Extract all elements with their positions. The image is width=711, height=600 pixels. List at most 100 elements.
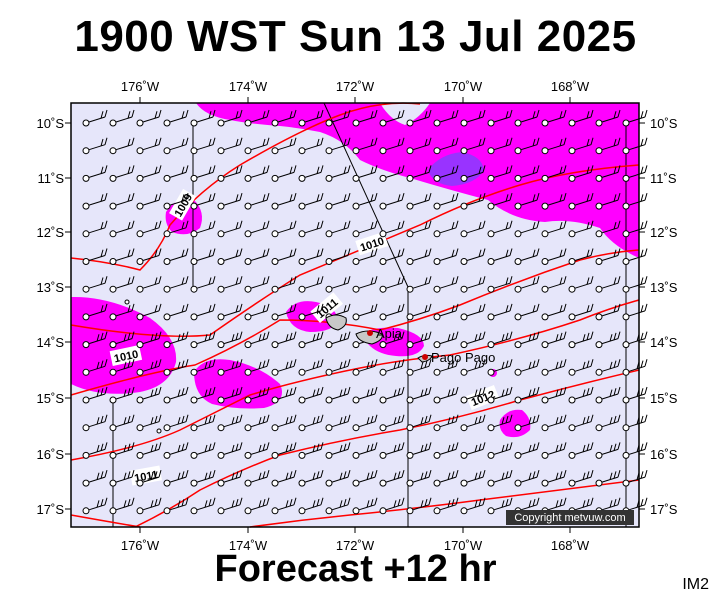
wind-barb: [190, 497, 216, 515]
wind-barb-shaft: [277, 276, 297, 289]
wind-barb-station: [217, 507, 225, 515]
wind-barb-station: [244, 313, 252, 321]
wind-barb-station: [109, 507, 117, 515]
wind-barb-shaft: [385, 469, 405, 483]
wind-barb: [487, 331, 513, 349]
wind-barb-station: [487, 285, 495, 293]
lon-label-top-170w: 170˚W: [444, 79, 483, 94]
wind-barb-station: [244, 424, 252, 432]
wind-barb-shaft: [277, 497, 297, 511]
wind-barb: [298, 276, 324, 293]
wind-barb-shaft: [493, 165, 513, 178]
wind-barb-station: [244, 451, 252, 459]
wind-barb-shaft: [601, 359, 621, 372]
wind-barb: [109, 303, 135, 321]
wind-barb-shaft: [142, 497, 162, 511]
wind-barb: [352, 469, 378, 487]
wind-barb-station: [406, 507, 414, 515]
wind-barb-shaft: [331, 497, 351, 511]
wind-barb-shaft: [331, 359, 351, 372]
wind-barb: [325, 276, 351, 293]
wind-barb: [379, 386, 405, 404]
wind-barb-station: [298, 479, 306, 487]
wind-barb-shaft: [115, 414, 135, 428]
wind-barb-shaft: [601, 248, 621, 261]
wind-barb: [163, 469, 189, 487]
wind-barb-station: [460, 174, 468, 182]
wind-barb-station: [568, 424, 576, 432]
wind-barb-shaft: [466, 220, 486, 234]
wind-barb: [622, 220, 648, 238]
wind-barb-station: [271, 174, 279, 182]
lat-label-left-11s: 11˚S: [38, 171, 65, 186]
forecast-label: Forecast +12 hr: [214, 548, 497, 590]
wind-barb-station: [217, 396, 225, 404]
wind-barb-shaft: [277, 109, 297, 123]
wind-barb-station: [109, 368, 117, 376]
wind-barb: [379, 331, 405, 349]
wind-barb: [244, 359, 270, 376]
wind-barb-shaft: [277, 220, 297, 234]
wind-barb-station: [622, 451, 630, 459]
wind-barb: [514, 109, 540, 127]
wind-barb-shaft: [358, 469, 378, 483]
wind-barb-station: [298, 424, 306, 432]
wind-barb-shaft: [439, 331, 459, 345]
wind-barb-shaft: [547, 303, 567, 317]
wind-barb: [487, 469, 513, 487]
wind-barb-station: [163, 230, 171, 238]
wind-barb-station: [217, 119, 225, 127]
wind-barb: [460, 442, 486, 459]
wind-barb-station: [325, 174, 333, 182]
wind-barb-station: [460, 230, 468, 238]
wind-barb-shaft: [439, 165, 459, 178]
wind-barb-station: [136, 368, 144, 376]
wind-barb: [487, 109, 513, 127]
wind-barb: [190, 248, 216, 265]
wind-barb-shaft: [493, 497, 513, 511]
wind-barb: [325, 414, 351, 432]
wind-barb-station: [406, 341, 414, 349]
wind-barb: [541, 109, 567, 127]
wind-barb-shaft: [277, 414, 297, 428]
wind-barb-station: [460, 285, 468, 293]
wind-barb-station: [136, 396, 144, 404]
wind-barb: [595, 165, 621, 182]
wind-barb-shaft: [115, 165, 135, 178]
wind-barb-station: [352, 119, 360, 127]
wind-barb-station: [271, 479, 279, 487]
wind-barb: [568, 248, 594, 265]
wind-barb: [406, 414, 432, 432]
wind-barb-shaft: [169, 414, 189, 428]
wind-barb-shaft: [88, 248, 108, 261]
wind-barb-shaft: [277, 137, 297, 151]
wind-barb-shaft: [385, 276, 405, 289]
wind-barb-station: [109, 174, 117, 182]
wind-barb-shaft: [250, 469, 270, 483]
wind-barb-shaft: [493, 303, 513, 317]
small-island: [124, 299, 130, 305]
wind-barb-shaft: [277, 331, 297, 345]
wind-barb: [325, 359, 351, 376]
wind-barb-shaft: [88, 303, 108, 317]
wind-barb-shaft: [628, 414, 648, 428]
wind-barb-station: [109, 341, 117, 349]
wind-barb: [325, 109, 351, 127]
wind-barb-shaft: [439, 414, 459, 428]
wind-barb-shaft: [439, 220, 459, 234]
wind-barb: [271, 359, 297, 376]
wind-barb-shaft: [574, 165, 594, 178]
wind-barb: [109, 137, 135, 155]
wind-barb-station: [541, 147, 549, 155]
wind-barb-shaft: [88, 442, 108, 455]
wind-barb-shaft: [520, 109, 540, 123]
wind-barb: [325, 331, 351, 349]
wind-barb: [406, 359, 432, 376]
wind-barb: [406, 469, 432, 487]
wind-barb-station: [352, 424, 360, 432]
wind-barb-shaft: [304, 192, 324, 206]
wind-barb-station: [595, 258, 603, 265]
wind-barb: [82, 331, 108, 349]
wind-barb: [433, 165, 459, 182]
wind-barb-station: [217, 368, 225, 376]
